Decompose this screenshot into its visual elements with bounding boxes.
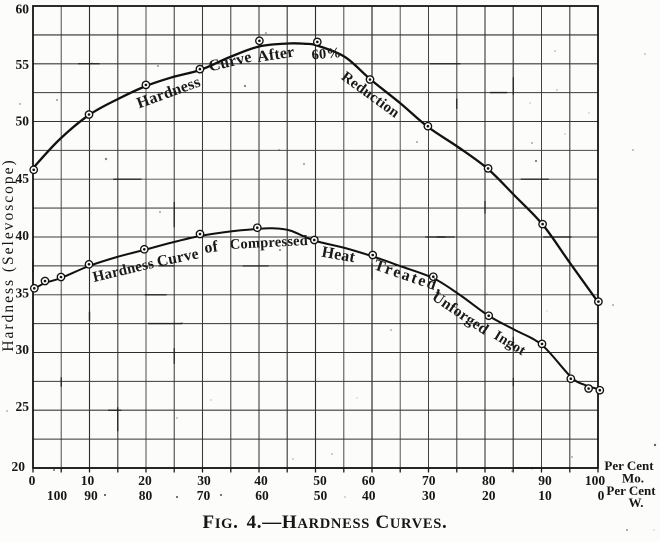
svg-text:80: 80 <box>139 488 153 503</box>
svg-text:20: 20 <box>12 459 26 474</box>
svg-text:FIG. 4.—HARDNESS CURVES.: FIG. 4.—HARDNESS CURVES. <box>203 512 448 533</box>
svg-text:10: 10 <box>81 473 95 488</box>
svg-text:Hardness (Selevoscope): Hardness (Selevoscope) <box>0 158 17 351</box>
svg-text:Heat: Heat <box>320 244 357 267</box>
svg-text:50: 50 <box>16 114 30 129</box>
svg-text:70: 70 <box>197 488 211 503</box>
svg-text:W.: W. <box>628 495 643 510</box>
svg-text:10: 10 <box>538 488 552 503</box>
svg-text:60: 60 <box>362 473 376 488</box>
svg-text:60: 60 <box>16 2 30 17</box>
svg-text:35: 35 <box>16 286 30 301</box>
svg-text:50: 50 <box>314 488 328 503</box>
svg-text:20: 20 <box>482 488 496 503</box>
svg-text:70: 70 <box>422 473 436 488</box>
svg-text:After: After <box>256 44 296 66</box>
svg-text:25: 25 <box>16 399 30 414</box>
svg-text:90: 90 <box>538 473 552 488</box>
svg-text:90: 90 <box>84 488 98 503</box>
svg-text:20: 20 <box>138 473 152 488</box>
svg-text:30: 30 <box>422 488 436 503</box>
svg-text:40: 40 <box>254 473 268 488</box>
svg-text:80: 80 <box>482 473 496 488</box>
svg-text:45: 45 <box>16 171 30 186</box>
svg-text:30: 30 <box>197 473 211 488</box>
svg-text:0: 0 <box>29 473 36 488</box>
svg-text:Mo.: Mo. <box>622 471 644 486</box>
svg-text:60%: 60% <box>311 45 342 64</box>
svg-text:0: 0 <box>598 488 605 503</box>
svg-text:30: 30 <box>16 342 30 357</box>
svg-text:Per Cent: Per Cent <box>604 458 654 473</box>
svg-text:55: 55 <box>16 57 30 72</box>
svg-text:60: 60 <box>255 488 269 503</box>
svg-text:50: 50 <box>313 473 327 488</box>
svg-text:100: 100 <box>47 488 68 503</box>
svg-text:Compressed: Compressed <box>229 233 308 253</box>
svg-text:Per Cent: Per Cent <box>606 483 656 498</box>
svg-text:100: 100 <box>585 473 606 488</box>
svg-text:40: 40 <box>362 488 376 503</box>
svg-text:40: 40 <box>16 228 30 243</box>
svg-text:of: of <box>203 238 219 257</box>
